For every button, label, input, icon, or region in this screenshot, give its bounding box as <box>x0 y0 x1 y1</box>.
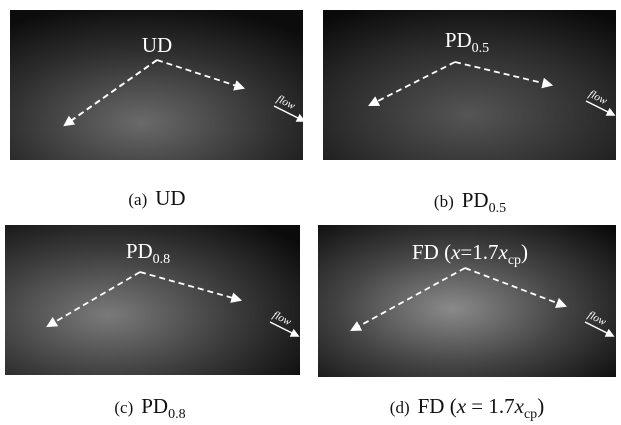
label-subscript: 0.5 <box>472 41 490 56</box>
caption-subscript: 0.8 <box>168 407 186 422</box>
caption: (d)FD (x = 1.7xcp) <box>390 394 544 422</box>
panel-label: UD <box>142 33 172 57</box>
caption-text: PD <box>141 394 168 418</box>
caption-subscript: cp <box>524 407 537 422</box>
caption: (a) UD <box>128 186 185 210</box>
caption-text: FD ( <box>418 394 457 418</box>
label-text: FD ( <box>412 240 451 264</box>
caption-letter: (d) <box>390 398 410 417</box>
caption-letter: (a) <box>128 190 147 209</box>
caption-text: PD <box>462 188 489 212</box>
panel-d: FD (x=1.7xcp) flow (d)FD (x = 1.7xcp) <box>318 225 616 422</box>
caption-subscript: 0.5 <box>489 201 507 216</box>
label-subscript: 0.8 <box>153 252 171 267</box>
caption: (c) PD0.8 <box>114 394 185 422</box>
label-text: UD <box>142 33 172 57</box>
caption-text: ) <box>537 394 544 418</box>
caption: (b) PD0.5 <box>434 188 506 216</box>
panel-a: UD flow (a)UD <box>10 10 304 210</box>
figure: UD flow (a)UD PD0.5 flow (b)PD0.5 PD0.8 … <box>0 0 621 425</box>
caption-letter: (c) <box>114 398 133 417</box>
label-text: =1.7 <box>460 240 498 264</box>
panel-b: PD0.5 flow (b)PD0.5 <box>323 10 616 216</box>
label-text: PD <box>445 28 472 52</box>
caption-text: UD <box>155 186 185 210</box>
panel-c: PD0.8 flow (c)PD0.8 <box>5 225 300 422</box>
caption-text: = 1.7 <box>466 394 515 418</box>
label-text: ) <box>521 240 528 264</box>
label-text: PD <box>126 239 153 263</box>
label-subscript: cp <box>508 253 521 268</box>
caption-letter: (b) <box>434 192 454 211</box>
